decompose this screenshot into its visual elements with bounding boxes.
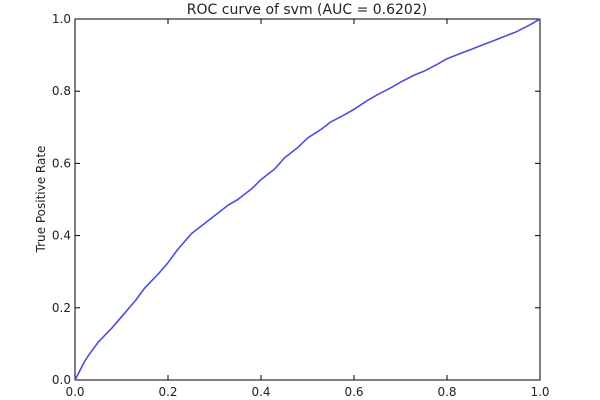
y-axis-label: True Positive Rate [34, 146, 48, 254]
x-tick-label: 0.2 [158, 385, 177, 399]
axis-ticks: 0.0 0.2 0.4 0.6 0.8 1.0 0.0 0.2 0.4 0.6 0.8 1.0 [52, 12, 550, 399]
plot-area-frame [74, 18, 541, 381]
x-tick-label: 0.4 [251, 385, 270, 399]
x-tick-label: 0.6 [344, 385, 363, 399]
y-tick-label: 1.0 [52, 12, 71, 26]
x-tick-label: 0.0 [65, 385, 84, 399]
y-tick-label: 0.8 [52, 84, 71, 98]
y-tick-label: 0.4 [52, 229, 71, 243]
roc-curve-line [74, 18, 541, 381]
y-tick-label: 0.0 [52, 373, 71, 387]
series-layer [74, 18, 541, 381]
x-tick-label: 1.0 [530, 385, 549, 399]
x-tick-label: 0.8 [437, 385, 456, 399]
y-tick-label: 0.2 [52, 301, 71, 315]
chart-title: ROC curve of svm (AUC = 0.6202) [187, 2, 427, 18]
y-tick-label: 0.6 [52, 156, 71, 170]
